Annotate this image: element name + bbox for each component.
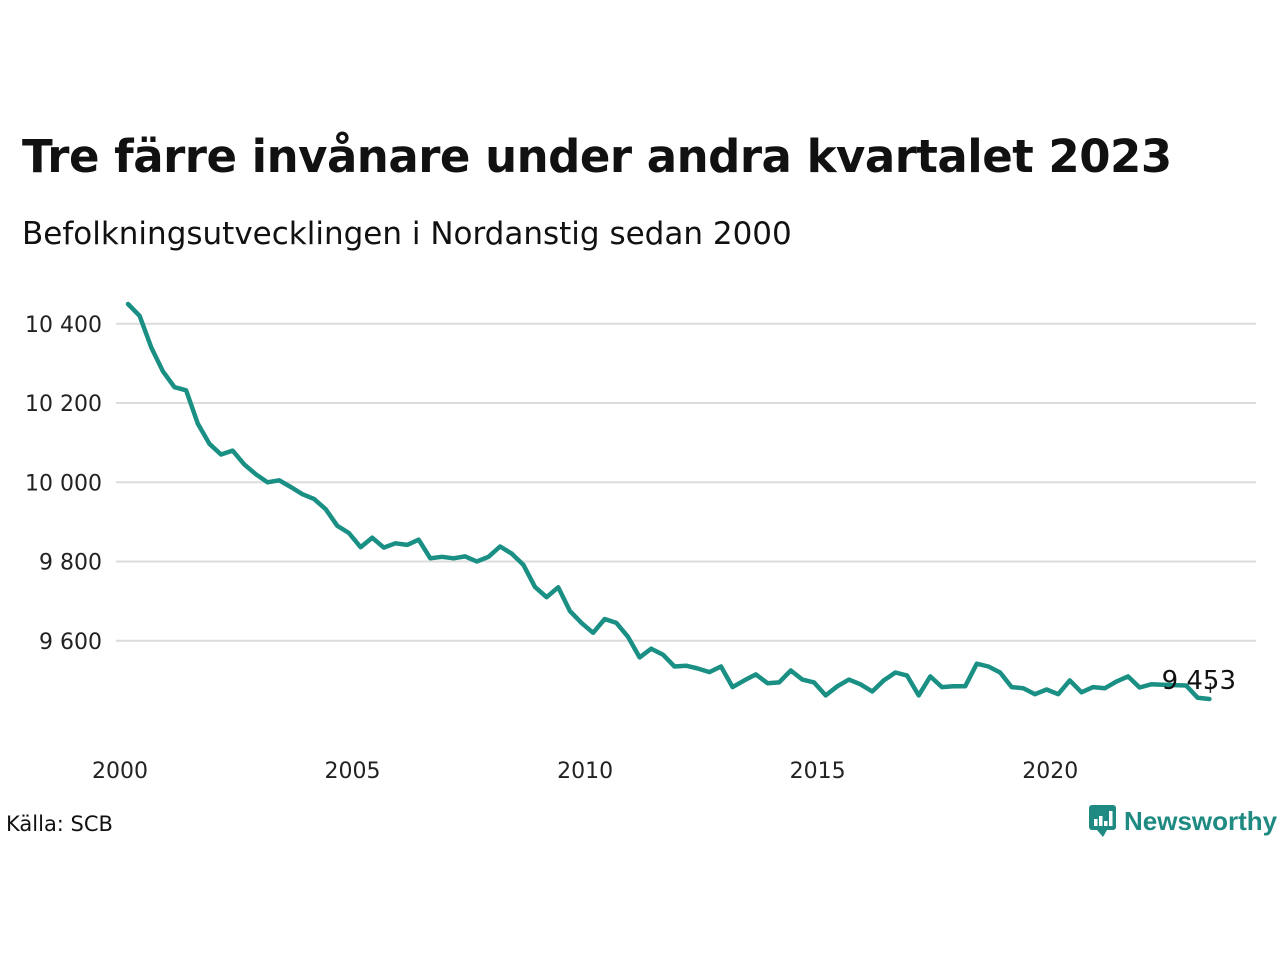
brand-name: Newsworthy xyxy=(1124,805,1278,836)
y-tick-label: 9 600 xyxy=(39,630,102,655)
series-line xyxy=(125,301,1212,702)
x-tick-label: 2005 xyxy=(325,759,381,784)
x-tick-label: 2000 xyxy=(92,759,148,784)
y-tick-label: 10 400 xyxy=(25,313,102,338)
source-note: Källa: SCB xyxy=(6,812,113,836)
newsworthy-logo-icon xyxy=(1089,805,1116,837)
y-tick-label: 9 800 xyxy=(39,551,102,576)
x-tick-label: 2015 xyxy=(790,759,846,784)
annotation-label: 9 453 xyxy=(1162,666,1236,696)
chart-subtitle: Befolkningsutvecklingen i Nordanstig sed… xyxy=(22,216,792,252)
x-tick-label: 2010 xyxy=(557,759,613,784)
y-tick-label: 10 000 xyxy=(25,471,102,496)
chart-title: Tre färre invånare under andra kvartalet… xyxy=(22,130,1172,183)
x-tick-label: 2020 xyxy=(1022,759,1078,784)
y-tick-label: 10 200 xyxy=(25,392,102,417)
brand-logo: Newsworthy xyxy=(1088,804,1277,838)
